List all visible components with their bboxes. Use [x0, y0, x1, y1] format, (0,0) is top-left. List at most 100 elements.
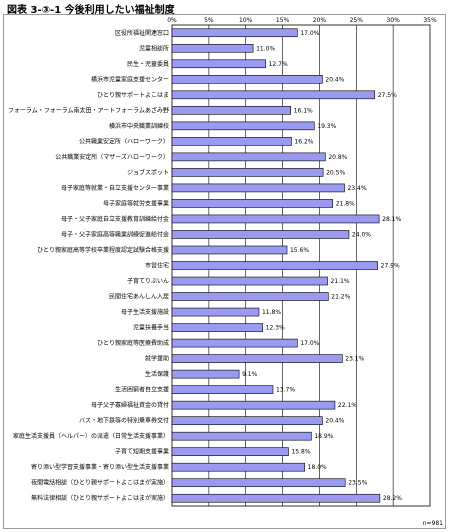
bar	[171, 338, 298, 348]
bar	[171, 106, 291, 115]
category-label: 公共職業安定所（マザーズハローワーク）	[55, 153, 169, 161]
x-tick-label: 15%	[276, 17, 290, 24]
bar	[171, 214, 380, 224]
value-label: 22.1%	[338, 402, 357, 409]
category-label: 生活保護	[145, 370, 169, 378]
category-label: 母子生活支援施設	[121, 308, 169, 316]
category-label: 子育てりぶいん	[127, 277, 169, 285]
value-label: 18.0%	[308, 464, 327, 471]
x-tick-label: 35%	[423, 17, 437, 24]
x-tick-label: 20%	[313, 17, 327, 24]
bar	[171, 90, 376, 100]
category-label: 横浜市中央職業訓練校	[109, 122, 169, 130]
value-label: 12.7%	[269, 61, 288, 68]
value-label: 20.4%	[325, 76, 344, 83]
category-label: 民間住宅あんしん入居	[109, 293, 169, 301]
x-tick-label: 30%	[386, 17, 400, 24]
value-label: 11.0%	[256, 45, 275, 52]
category-label: 母子・父子家庭自立支援教育訓練給付金	[61, 215, 169, 223]
value-label: 16.1%	[294, 107, 313, 114]
sample-size-note: n=981	[422, 520, 443, 527]
value-label: 11.8%	[262, 309, 281, 316]
bar	[171, 478, 346, 488]
bar	[171, 400, 336, 410]
x-tick-label: 25%	[350, 17, 364, 24]
value-label: 21.8%	[336, 200, 355, 207]
value-label: 28.1%	[382, 216, 401, 223]
bar	[171, 137, 292, 146]
category-label: 母子家庭等就業・自立支援センター事業	[61, 184, 169, 192]
category-label: ジョブスポット	[127, 168, 169, 176]
category-label: 子育て短期支援事業	[115, 448, 169, 456]
value-label: 12.3%	[266, 325, 285, 332]
value-label: 24.0%	[352, 231, 371, 238]
category-label: 区役所福祉関連窓口	[115, 29, 169, 37]
bar	[171, 261, 378, 270]
value-label: 27.9%	[381, 263, 400, 270]
category-label: フォーラム・フォーラム南太田・アートフォーラムあざみ野	[8, 106, 169, 114]
category-label: ひとり親家庭等医療費助成	[97, 339, 169, 347]
value-label: 15.8%	[291, 449, 310, 456]
category-label: バス・地下鉄等の特別乗車券交付	[79, 417, 169, 425]
bar	[171, 28, 298, 38]
value-label: 21.2%	[331, 294, 350, 301]
category-label: 市営住宅	[145, 262, 169, 270]
x-tick-label: 5%	[204, 17, 214, 24]
bar	[171, 307, 260, 317]
value-label: 13.7%	[276, 387, 295, 394]
bar	[171, 493, 381, 503]
category-label: 民生・児童委員	[127, 60, 169, 68]
bar	[171, 385, 274, 394]
bar	[171, 183, 345, 193]
value-label: 19.3%	[317, 123, 336, 130]
bar	[171, 245, 288, 255]
value-label: 23.4%	[347, 185, 366, 192]
value-label: 20.8%	[328, 154, 347, 161]
value-label: 17.0%	[300, 340, 319, 347]
category-label: 就学援助	[145, 355, 169, 363]
chart-title: 図表 3-③-1 今後利用したい福祉制度	[7, 5, 175, 16]
category-label: 母子家庭等就労支援事業	[103, 199, 169, 207]
value-label: 23.1%	[345, 356, 364, 363]
bar	[171, 323, 263, 332]
bar	[171, 230, 350, 239]
bar	[171, 354, 343, 363]
category-label: 母子父子寡婦福祉資金の貸付	[91, 401, 169, 409]
value-label: 15.6%	[290, 247, 309, 254]
category-label: 生活困窮者自立支援	[115, 386, 169, 394]
bar	[171, 121, 315, 131]
category-label: 寄り添い型学習支援事業・寄り添い型生活支援事業	[31, 463, 169, 471]
value-label: 23.5%	[348, 480, 367, 487]
category-label: ひとり親サポートよこはま	[97, 91, 169, 99]
bar	[171, 462, 305, 472]
category-label: 児童扶養手当	[133, 324, 169, 332]
bar	[171, 447, 289, 456]
x-tick-label: 0%	[167, 17, 177, 24]
category-label: 横浜市児童家庭支援センター	[91, 75, 169, 83]
value-label: 20.5%	[326, 169, 345, 176]
value-label: 18.9%	[314, 433, 333, 440]
category-label: 公共職業安定所（ハローワーク）	[79, 137, 169, 145]
category-label: 夜間電話相談（ひとり親サポートよこはまが実施）	[31, 479, 169, 487]
value-label: 28.2%	[383, 495, 402, 502]
value-label: 16.2%	[294, 138, 313, 145]
value-label: 21.1%	[331, 278, 350, 285]
value-label: 9.1%	[242, 371, 258, 378]
x-tick-label: 10%	[239, 17, 253, 24]
bar	[171, 431, 312, 441]
category-label: 児童相談所	[139, 44, 169, 52]
bar	[171, 369, 240, 379]
category-label: 無料法律相談（ひとり親サポートよこはまが実施）	[31, 494, 169, 502]
value-label: 17.0%	[300, 30, 319, 37]
bar	[171, 292, 329, 301]
chart-frame	[3, 14, 446, 529]
bar	[171, 276, 328, 286]
bar	[171, 75, 323, 84]
bar	[171, 59, 266, 69]
bar	[171, 416, 323, 425]
category-label: 母子・父子家庭高等職業訓練促進給付金	[61, 230, 169, 238]
category-label: 家庭生活支援員（ヘルパー）の派遣（日常生活支援事業）	[13, 432, 169, 440]
bar	[171, 152, 326, 162]
category-label: ひとり親家庭高等学校卒業程度認定試験合格支援	[37, 246, 169, 254]
